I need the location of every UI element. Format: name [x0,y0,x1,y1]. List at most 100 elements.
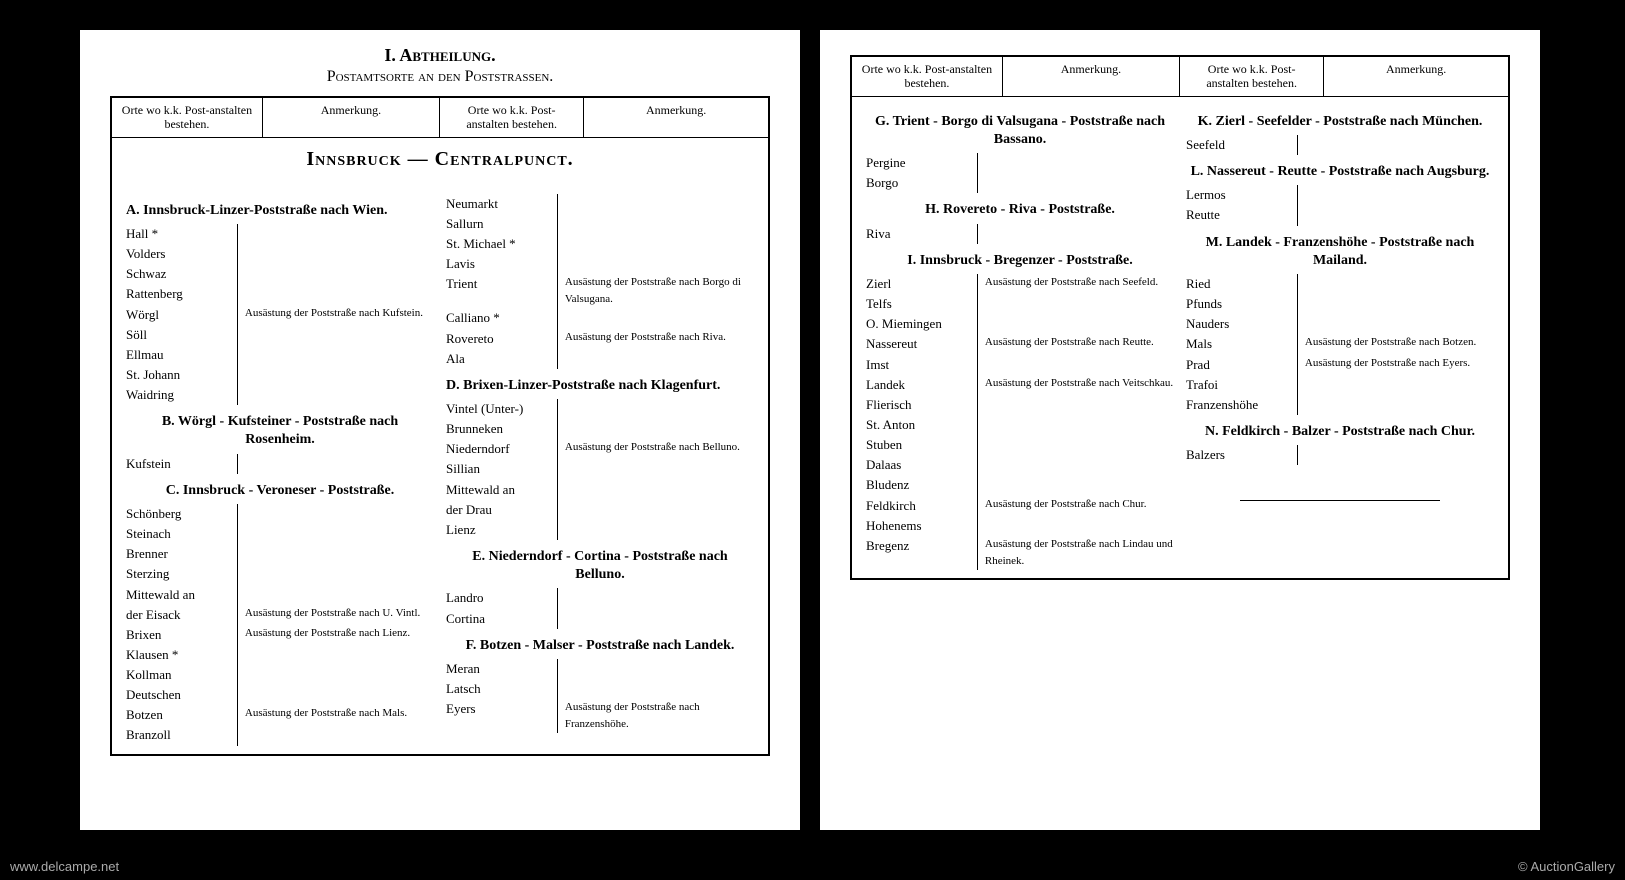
note-text [239,264,434,284]
place-name: Reutte [1186,205,1297,225]
place-row: NiederndorfAusästung der Poststraße nach… [446,439,754,459]
place-row: Borgo [866,173,1174,193]
watermark-left: www.delcampe.net [10,859,119,874]
route-E-title: E. Niederndorf - Cortina - Poststraße na… [446,548,754,584]
route-F-title: F. Botzen - Malser - Poststraße nach Lan… [446,637,754,655]
right-page: Orte wo k.k. Post-anstalten bestehen. An… [820,30,1540,830]
note-text: Ausästung der Poststraße nach Reutte. [979,334,1174,354]
note-text: Ausästung der Poststraße nach Franzenshö… [559,699,754,733]
watermark-right: © AuctionGallery [1518,859,1615,874]
place-name: Kufstein [126,454,237,474]
place-name: Dalaas [866,455,977,475]
place-row: Schwaz [126,264,434,284]
note-text: Ausästung der Poststraße nach Seefeld. [979,274,1174,294]
note-text [1299,135,1494,155]
note-text [979,395,1174,415]
place-row: Ried [1186,274,1494,294]
note-text [559,399,754,419]
note-text [1299,375,1494,395]
place-row: Reutte [1186,205,1494,225]
place-row: Balzers [1186,445,1494,465]
place-row: ZierlAusästung der Poststraße nach Seefe… [866,274,1174,294]
place-row: Hall * [126,224,434,244]
place-row: Dalaas [866,455,1174,475]
place-row: MalsAusästung der Poststraße nach Botzen… [1186,334,1494,354]
note-text [979,314,1174,334]
note-text [559,234,754,254]
place-name: Volders [126,244,237,264]
place-name: St. Michael * [446,234,557,254]
place-name: Landek [866,375,977,395]
place-row: O. Miemingen [866,314,1174,334]
place-name: Hohenems [866,516,977,536]
route-Ccont-list: NeumarktSallurnSt. Michael *LavisTrientA… [446,194,754,369]
place-row: Neumarkt [446,194,754,214]
place-name: Waidring [126,385,237,405]
route-B-list: Kufstein [126,454,434,474]
route-M-list: RiedPfundsNaudersMalsAusästung der Posts… [1186,274,1494,415]
content-right: G. Trient - Borgo di Valsugana - Poststr… [852,97,1508,578]
header-orte-2: Orte wo k.k. Post-anstalten bestehen. [440,98,584,137]
place-row: Branzoll [126,725,434,745]
place-name: Botzen [126,705,237,725]
place-row: Bludenz [866,475,1174,495]
note-text [559,419,754,439]
place-row: Rattenberg [126,284,434,304]
place-name: Vintel (Unter-) [446,399,557,419]
place-name: Feldkirch [866,496,977,516]
place-name: Latsch [446,679,557,699]
note-text [979,355,1174,375]
note-text: Ausästung der Poststraße nach Kufstein. [239,305,434,325]
place-name: Trient [446,274,557,308]
place-name: Imst [866,355,977,375]
place-row: Seefeld [1186,135,1494,155]
note-text [239,725,434,745]
table-frame-right: Orte wo k.k. Post-anstalten bestehen. An… [850,55,1510,580]
note-text [1299,274,1494,294]
note-text [979,516,1174,536]
place-name: Mittewald an [446,480,557,500]
place-name: Rattenberg [126,284,237,304]
place-row: Mittewald an [446,480,754,500]
place-row: TrientAusästung der Poststraße nach Borg… [446,274,754,308]
note-text [559,679,754,699]
note-text [239,365,434,385]
place-name: Wörgl [126,305,237,325]
content-left: A. Innsbruck-Linzer-Poststraße nach Wien… [112,186,768,754]
place-name: St. Anton [866,415,977,435]
note-text [559,659,754,679]
place-row: Brunneken [446,419,754,439]
route-L-list: LermosReutte [1186,185,1494,225]
place-row: Imst [866,355,1174,375]
note-text [559,194,754,214]
place-name: Ala [446,349,557,369]
place-name: Branzoll [126,725,237,745]
central-heading: Innsbruck — Centralpunct. [122,148,758,171]
note-text [1299,294,1494,314]
place-row: St. Johann [126,365,434,385]
place-name: Prad [1186,355,1297,375]
note-text [1299,395,1494,415]
place-row: St. Michael * [446,234,754,254]
place-name: Franzenshöhe [1186,395,1297,415]
note-text: Ausästung der Poststraße nach Eyers. [1299,355,1494,375]
route-H-list: Riva [866,224,1174,244]
place-row: Stuben [866,435,1174,455]
place-name: Pergine [866,153,977,173]
place-row: RoveretoAusästung der Poststraße nach Ri… [446,329,754,349]
route-G-list: PergineBorgo [866,153,1174,193]
left-page: I. Abtheilung. Postamtsorte an den Posts… [80,30,800,830]
place-row: Hohenems [866,516,1174,536]
note-text [979,435,1174,455]
route-D-list: Vintel (Unter-)BrunnekenNiederndorfAusäs… [446,399,754,540]
note-text [239,544,434,564]
note-text [239,665,434,685]
place-name: Zierl [866,274,977,294]
place-name: Brunneken [446,419,557,439]
note-text: Ausästung der Poststraße nach U. Vintl. [239,605,434,625]
place-row: Söll [126,325,434,345]
place-name: Riva [866,224,977,244]
place-row: Flierisch [866,395,1174,415]
place-row: der Drau [446,500,754,520]
place-name: Ried [1186,274,1297,294]
